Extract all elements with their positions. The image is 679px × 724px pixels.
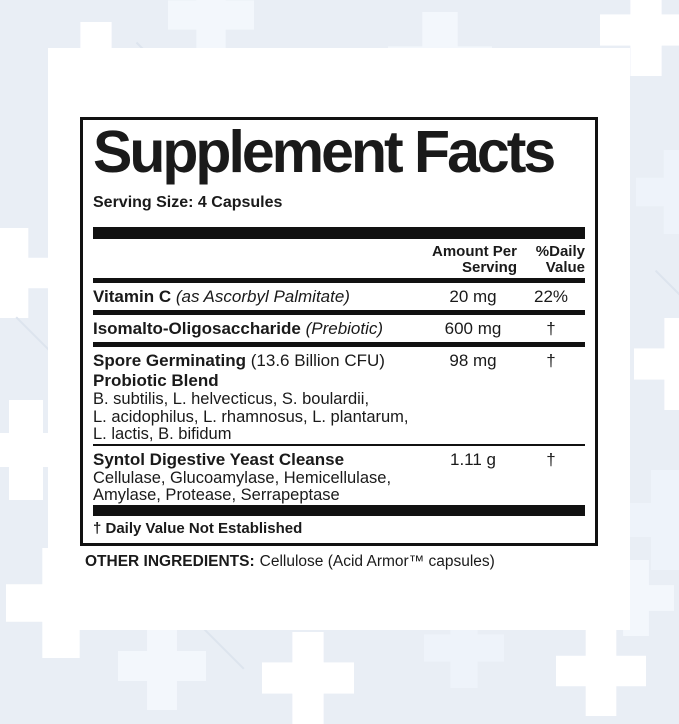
ingredient-name: Isomalto-Oligosaccharide (Prebiotic)	[93, 319, 384, 338]
plus-icon	[636, 150, 679, 234]
ingredient-sub-list: Cellulase, Glucoamylase, Hemicellulase,	[93, 468, 392, 487]
table-row-vitamin-c: Vitamin C (as Ascorbyl Palmitate) 20 mg …	[93, 283, 585, 310]
plus-icon	[556, 626, 646, 716]
table-row-syntol-cleanse: Syntol Digestive Yeast Cleanse 1.11 g † …	[93, 446, 585, 505]
daily-value-footnote: † Daily Value Not Established	[93, 519, 303, 537]
divider-thick-top	[93, 227, 585, 239]
supplement-facts-panel: Supplement Facts Serving Size: 4 Capsule…	[80, 117, 598, 546]
ingredient-amount: 1.11 g	[449, 449, 496, 469]
other-ingredients-label: OTHER INGREDIENTS:	[85, 553, 255, 570]
plus-icon	[634, 318, 679, 410]
ingredient-name: Vitamin C (as Ascorbyl Palmitate)	[93, 287, 350, 306]
divider-medium	[93, 310, 585, 315]
ingredient-sub-list: B. subtilis, L. helvecticus, S. boulardi…	[93, 390, 370, 408]
ingredient-sub-list: L. acidophilus, L. rhamnosus, L. plantar…	[93, 407, 409, 426]
header-spacer	[93, 244, 429, 275]
table-row-isomalto-oligosaccharide: Isomalto-Oligosaccharide (Prebiotic) 600…	[93, 315, 585, 342]
ingredient-sub-list: L. lactis, B. bifidum	[93, 425, 232, 443]
serving-size: Serving Size: 4 Capsules	[93, 194, 283, 211]
divider-thick-bottom	[93, 504, 585, 516]
diagonal-line	[203, 628, 245, 670]
plus-icon	[262, 632, 354, 724]
diagonal-line	[654, 269, 679, 309]
ingredient-sub-list: Amylase, Protease, Serrapeptase	[93, 486, 340, 504]
plus-icon	[118, 622, 206, 710]
divider-thin	[93, 443, 585, 446]
ingredient-daily-value: †	[546, 351, 556, 370]
divider-medium	[93, 278, 585, 283]
panel-title: Supplement Facts	[93, 119, 556, 185]
table-row-probiotic-blend: Spore Germinating (13.6 Billion CFU) Pro…	[93, 347, 585, 444]
ingredient-name: Syntol Digestive Yeast Cleanse	[93, 449, 345, 469]
ingredient-amount: 20 mg	[449, 287, 497, 306]
ingredient-amount: 98 mg	[449, 351, 497, 370]
column-header-row: Amount Per Serving %Daily Value	[93, 239, 585, 278]
ingredient-daily-value: 22%	[533, 287, 569, 306]
daily-value-header: %Daily Value	[535, 243, 585, 276]
ingredient-daily-value: †	[546, 449, 556, 469]
amount-per-serving-header: Amount Per Serving	[431, 243, 517, 276]
ingredient-amount: 600 mg	[444, 319, 502, 338]
ingredient-name-line2: Probiotic Blend	[93, 371, 219, 390]
ingredient-name: Spore Germinating (13.6 Billion CFU) Pro…	[93, 351, 429, 391]
other-ingredients-value: Cellulose (Acid Armor™ capsules)	[259, 553, 495, 570]
ingredient-daily-value: †	[546, 319, 556, 338]
other-ingredients: OTHER INGREDIENTS: Cellulose (Acid Armor™…	[85, 552, 495, 571]
divider-medium	[93, 342, 585, 347]
